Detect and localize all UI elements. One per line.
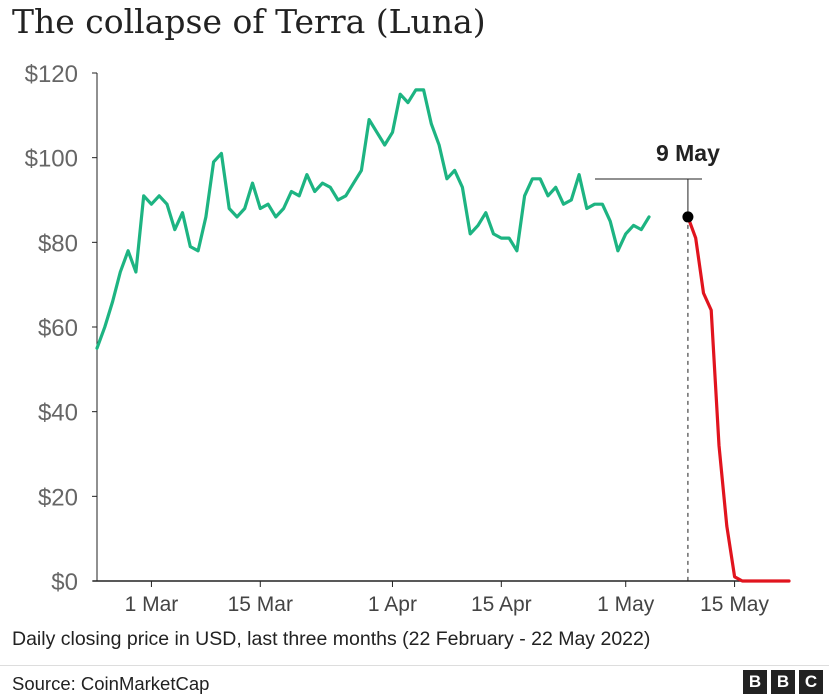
x-tick-label: 1 Mar — [125, 593, 179, 616]
series-line-collapse — [686, 215, 791, 583]
logo-letter: B — [743, 670, 767, 694]
chart-caption: Daily closing price in USD, last three m… — [12, 628, 651, 650]
annotation: 9 May — [595, 140, 720, 581]
y-tick-label: $60 — [38, 315, 78, 342]
x-tick-label: 15 May — [700, 593, 769, 616]
series-lines — [95, 88, 791, 583]
footer-divider — [0, 665, 829, 666]
y-tick-label: $120 — [25, 61, 78, 88]
x-tick-label: 1 May — [597, 593, 655, 616]
logo-letter: B — [771, 670, 795, 694]
annotation-point — [682, 211, 694, 223]
y-axis-labels: $0 $20 $40 $60 $80 $100 $120 — [25, 61, 78, 596]
y-tick-label: $20 — [38, 484, 78, 511]
annotation-label: 9 May — [656, 140, 720, 166]
chart-axes — [92, 72, 789, 587]
source-note: Source: CoinMarketCap — [12, 673, 210, 694]
x-axis-labels: 1 Mar 15 Mar 1 Apr 15 Apr 1 May 15 May — [125, 593, 770, 616]
bbc-logo: B B C — [743, 670, 823, 694]
series-line-pre-collapse — [95, 88, 651, 350]
y-tick-label: $0 — [51, 569, 78, 596]
logo-letter: C — [799, 670, 823, 694]
y-tick-label: $40 — [38, 400, 78, 427]
x-tick-label: 1 Apr — [368, 593, 417, 616]
y-tick-label: $80 — [38, 230, 78, 257]
line-chart: $0$20$40$60$80$100$120 1 Mar 15 Mar 1 Apr 1… — [25, 61, 791, 616]
chart-title: The collapse of Terra (Luna) — [12, 2, 486, 41]
y-tick-label: $100 — [25, 146, 78, 173]
x-tick-label: 15 Mar — [228, 593, 293, 616]
x-tick-label: 15 Apr — [471, 593, 532, 616]
